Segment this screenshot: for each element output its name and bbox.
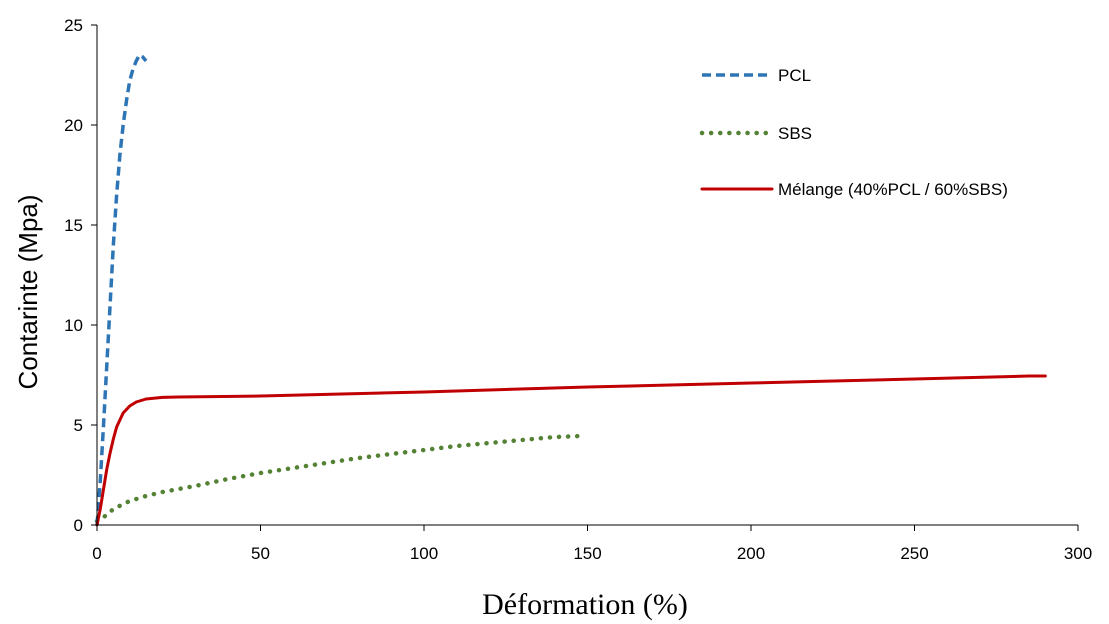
legend: PCL SBS Mélange (40%PCL / 60%SBS) (699, 66, 1008, 199)
x-axis-title: Déformation (%) (482, 588, 688, 621)
y-axis-title: Contarinte (Mpa) (13, 194, 43, 389)
y-tick-label: 5 (74, 416, 83, 435)
x-tick-label: 200 (737, 544, 765, 563)
y-tick-label: 0 (74, 516, 83, 535)
legend-label-0: PCL (778, 66, 811, 85)
series-line-1 (94, 433, 584, 524)
y-tick-label: 25 (64, 16, 83, 35)
x-tick-label: 0 (92, 544, 101, 563)
series-line-0 (95, 53, 148, 526)
x-tick-label: 50 (251, 544, 270, 563)
legend-label-1: SBS (778, 124, 812, 143)
series-line-2 (95, 374, 1047, 527)
x-tick-label: 150 (573, 544, 601, 563)
x-tick-label: 250 (900, 544, 928, 563)
plot-area (94, 53, 1047, 527)
legend-label-2: Mélange (40%PCL / 60%SBS) (778, 180, 1008, 199)
y-tick-label: 10 (64, 316, 83, 335)
x-tick-label: 300 (1064, 544, 1092, 563)
y-tick-label: 15 (64, 216, 83, 235)
x-tick-label: 100 (410, 544, 438, 563)
y-tick-label: 20 (64, 116, 83, 135)
